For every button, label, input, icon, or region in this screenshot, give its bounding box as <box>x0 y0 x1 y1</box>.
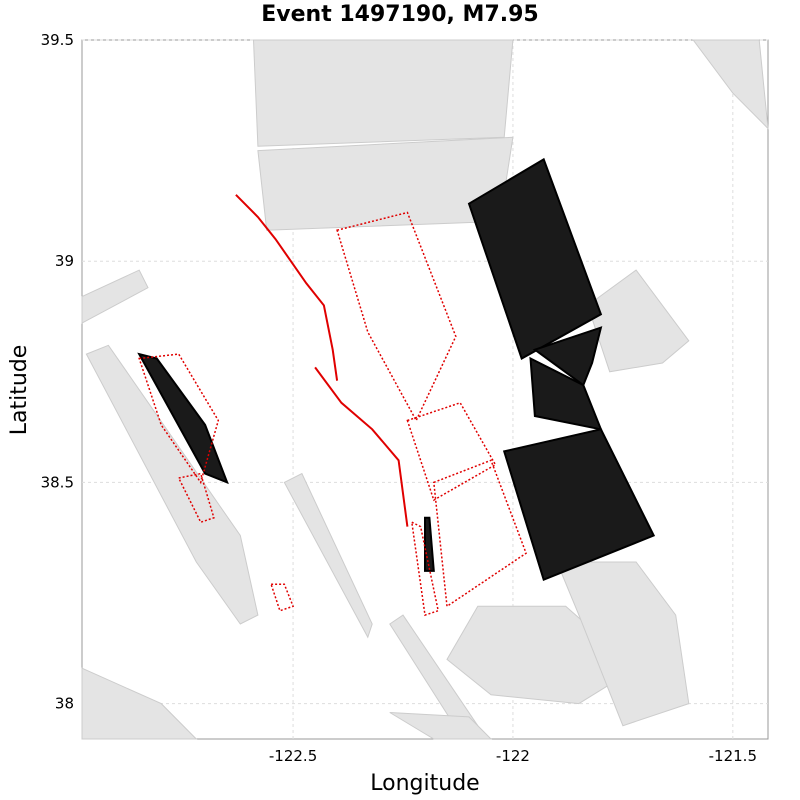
inactive-fault-patch <box>283 472 373 639</box>
ruptured-fault-patch <box>467 157 603 360</box>
y-tick-label: 38 <box>55 695 74 713</box>
ruptured-fault-patch <box>137 352 229 485</box>
fault-trace <box>235 194 339 381</box>
section-outline <box>270 583 295 612</box>
x-axis-title: Longitude <box>370 771 479 796</box>
inactive-fault-patch <box>252 39 514 147</box>
inactive-fault-patch <box>81 269 149 324</box>
y-tick-label: 39.5 <box>41 31 74 49</box>
section-outlines <box>138 194 528 617</box>
section-outline <box>177 472 215 524</box>
inactive-fault-patch <box>81 667 198 740</box>
inactive-fault-patch <box>692 39 769 130</box>
section-outline <box>410 520 440 617</box>
section-outline <box>138 353 220 485</box>
ruptured-fault-patch <box>532 326 603 387</box>
inactive-fault-patch <box>556 561 690 727</box>
y-axis-title: Latitude <box>7 345 32 436</box>
inactive-fault-mesh <box>81 39 769 740</box>
section-outline <box>336 211 457 423</box>
section-outline <box>406 401 497 502</box>
section-outline <box>432 459 528 608</box>
x-tick-label: -121.5 <box>709 747 757 765</box>
inactive-fault-patch <box>587 269 690 373</box>
y-tick-label: 38.5 <box>41 473 74 491</box>
x-tick-label: -122.5 <box>269 747 317 765</box>
chart-title: Event 1497190, M7.95 <box>261 2 539 27</box>
ruptured-fault-patch <box>502 428 656 582</box>
ruptured-fault-mesh <box>137 157 656 582</box>
y-tick-labels: 38 38.5 39 39.5 <box>41 31 74 713</box>
y-tick-label: 39 <box>55 252 74 270</box>
x-tick-label: -122 <box>496 747 530 765</box>
inactive-fault-patch <box>85 344 259 625</box>
fault-trace <box>314 366 409 527</box>
inactive-fault-patch <box>389 712 493 740</box>
x-tick-labels: -122.5 -122 -121.5 <box>269 747 757 765</box>
